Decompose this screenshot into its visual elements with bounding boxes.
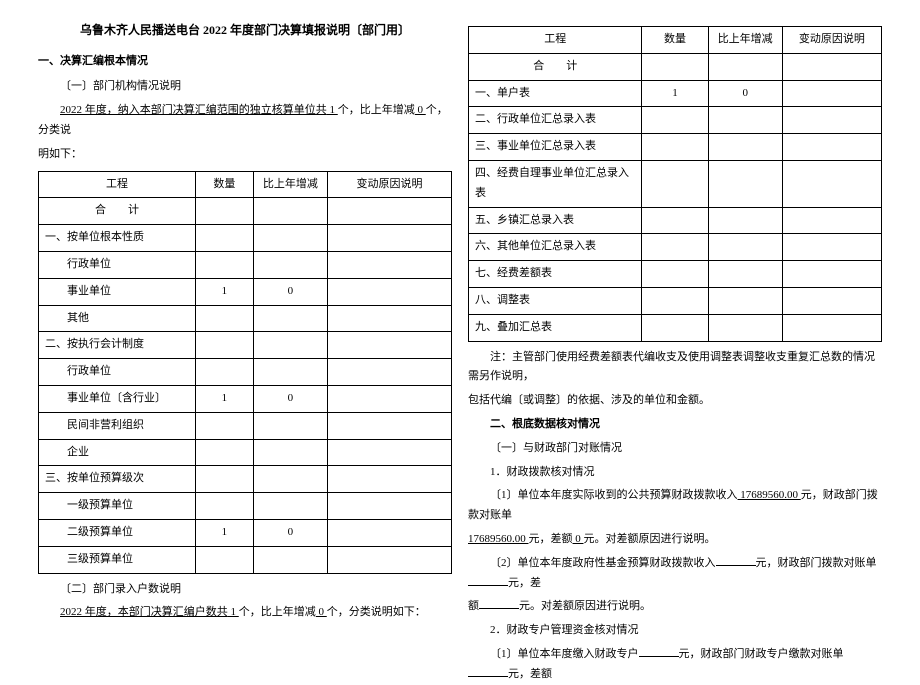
table-row: 事业单位〔含行业〕10 (39, 385, 452, 412)
table-row: 三、事业单位汇总录入表 (469, 134, 882, 161)
section-1-para1: 2022 年度，纳入本部门决算汇编范围的独立核算单位共 1 个，比上年增减 0 … (38, 101, 452, 141)
section-3-heading: 二、根底数据核对情况 (468, 415, 882, 435)
table-1-total: 合 计 (39, 198, 452, 225)
table-row: 七、经费差额表 (469, 261, 882, 288)
table-row: 企业 (39, 439, 452, 466)
table-row: 八、调整表 (469, 287, 882, 314)
note-line1: 注：主管部门使用经费差额表代编收支及使用调整表调整收支重复汇总数的情况需另作说明… (468, 348, 882, 388)
table-row: 行政单位 (39, 359, 452, 386)
left-column: 乌鲁木齐人民播送电台 2022 年度部门决算填报说明〔部门用〕 一、决算汇编根本… (30, 20, 460, 631)
table-2: 工程 数量 比上年增减 变动原因说明 合 计 一、单户表10 二、行政单位汇总录… (468, 26, 882, 342)
table-row: 事业单位10 (39, 278, 452, 305)
section-3-p3: 〔2〕单位本年度政府性基金预算财政拨款收入元，财政部门拨款对账单元，差 (468, 554, 882, 594)
section-3-p4: 2．财政专户管理资金核对情况 (468, 621, 882, 641)
section-1-para1-cont: 明如下： (38, 145, 452, 165)
table-row: 五、乡镇汇总录入表 (469, 207, 882, 234)
right-column: 工程 数量 比上年增减 变动原因说明 合 计 一、单户表10 二、行政单位汇总录… (460, 20, 890, 631)
table-row: 三、按单位预算级次 (39, 466, 452, 493)
section-3-sub: 〔一〕与财政部门对账情况 (468, 439, 882, 459)
table-2-total: 合 计 (469, 53, 882, 80)
table-row: 二级预算单位10 (39, 519, 452, 546)
table-row: 九、叠加汇总表 (469, 314, 882, 341)
section-3-p3-cont: 额元。对差额原因进行说明。 (468, 597, 882, 617)
table-row: 三级预算单位 (39, 546, 452, 573)
section-3-p2: 〔1〕单位本年度实际收到的公共预算财政拨款收入 17689560.00 元，财政… (468, 486, 882, 526)
table-1-header: 工程 数量 比上年增减 变动原因说明 (39, 171, 452, 198)
section-1-heading: 一、决算汇编根本情况 (38, 52, 452, 72)
note-line2: 包括代编〔或调整〕的依据、涉及的单位和金额。 (468, 391, 882, 411)
table-row: 一级预算单位 (39, 493, 452, 520)
section-2-sub: 〔二〕部门录入户数说明 (38, 580, 452, 600)
table-row: 一、按单位根本性质 (39, 225, 452, 252)
table-2-header: 工程 数量 比上年增减 变动原因说明 (469, 27, 882, 54)
section-3-p2-cont: 17689560.00 元，差额 0 元。对差额原因进行说明。 (468, 530, 882, 550)
table-row: 二、行政单位汇总录入表 (469, 107, 882, 134)
section-1-sub1: 〔一〕部门机构情况说明 (38, 77, 452, 97)
section-3-p1: 1．财政拨款核对情况 (468, 463, 882, 483)
table-row: 六、其他单位汇总录入表 (469, 234, 882, 261)
section-2-para: 2022 年度，本部门决算汇编户数共 1 个，比上年增减 0 个，分类说明如下： (38, 603, 452, 623)
table-row: 四、经费自理事业单位汇总录入表 (469, 160, 882, 207)
table-1: 工程 数量 比上年增减 变动原因说明 合 计 一、按单位根本性质 行政单位 事业… (38, 171, 452, 574)
table-row: 行政单位 (39, 251, 452, 278)
table-row: 二、按执行会计制度 (39, 332, 452, 359)
table-row: 其他 (39, 305, 452, 332)
table-row: 民间非营利组织 (39, 412, 452, 439)
table-row: 一、单户表10 (469, 80, 882, 107)
doc-title: 乌鲁木齐人民播送电台 2022 年度部门决算填报说明〔部门用〕 (38, 20, 452, 42)
